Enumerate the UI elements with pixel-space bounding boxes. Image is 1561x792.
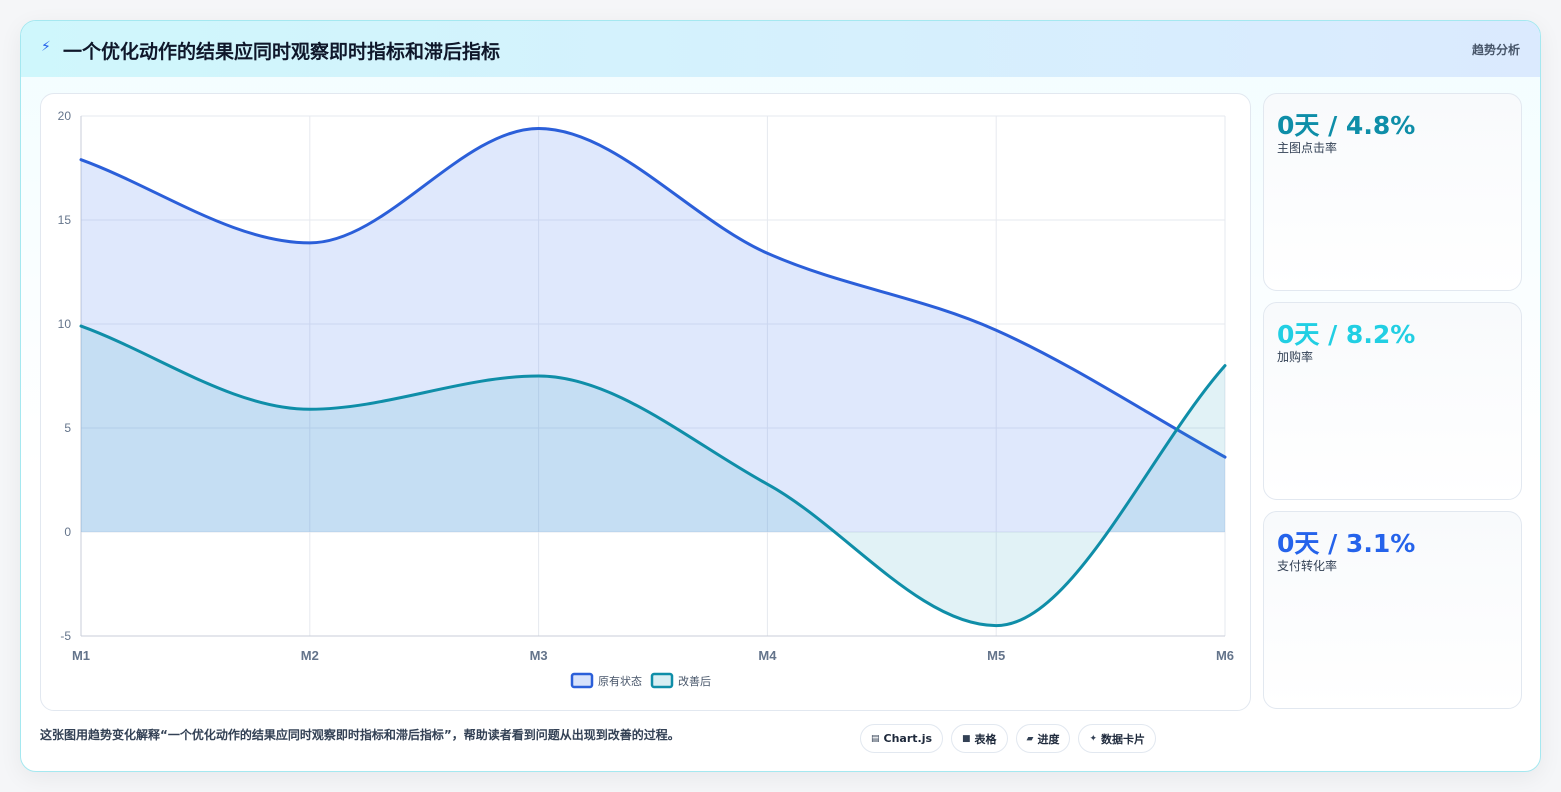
legend-item[interactable]: 改善后 bbox=[650, 672, 711, 689]
pill-label: 表格 bbox=[974, 732, 997, 746]
kpi-card-click-rate: 0天 / 4.8% 主图点击率 bbox=[1263, 93, 1522, 291]
series-area-2 bbox=[81, 326, 1225, 626]
chart-caption: 这张图用趋势变化解释“一个优化动作的结果应同时观察即时指标和滞后指标”，帮助读者… bbox=[40, 728, 680, 742]
series-line-1 bbox=[79, 126, 1227, 459]
x-tick-label: M5 bbox=[987, 648, 1005, 663]
y-tick-label: 15 bbox=[58, 213, 72, 227]
chart-legend: 原有状态 改善后 bbox=[570, 672, 711, 689]
legend-item[interactable]: 原有状态 bbox=[570, 672, 642, 689]
pill-table[interactable]: ■ 表格 bbox=[951, 724, 1008, 753]
table-icon: ■ bbox=[962, 733, 971, 744]
series-line-2 bbox=[79, 324, 1227, 628]
line-chart-panel: 20 15 10 5 0 -5 M1 M2 M3 M4 M5 M6 原有状态 改善后 bbox=[40, 93, 1251, 711]
feature-pills: ▤ Chart.js ■ 表格 ▰ 进度 ✦ 数据卡片 bbox=[860, 724, 1157, 753]
bolt-icon: ⚡ bbox=[41, 39, 51, 55]
series-area-1 bbox=[81, 128, 1225, 533]
line-chart: 20 15 10 5 0 -5M1 M2 M3 M4 M5 M6 原有状态 改善后 bbox=[58, 109, 1234, 689]
card-title: 一个优化动作的结果应同时观察即时指标和滞后指标 bbox=[63, 41, 501, 63]
x-tick-label: M2 bbox=[301, 648, 319, 663]
chart-card: ⚡ 一个优化动作的结果应同时观察即时指标和滞后指标 趋势分析 20 15 10 5 0 -… bbox=[20, 20, 1541, 772]
progress-icon: ▰ bbox=[1026, 733, 1034, 744]
analysis-tag: 趋势分析 bbox=[1471, 43, 1520, 57]
pill-label: 数据卡片 bbox=[1101, 732, 1146, 746]
y-tick-label: 10 bbox=[58, 317, 72, 331]
kpi-card-conversion: 0天 / 3.1% 支付转化率 bbox=[1263, 511, 1522, 709]
kpi-card-add-to-cart: 0天 / 8.2% 加购率 bbox=[1263, 302, 1522, 500]
x-tick-label: M6 bbox=[1216, 648, 1234, 663]
y-tick-label: -5 bbox=[60, 629, 71, 643]
chart-icon: ▤ bbox=[871, 733, 880, 744]
y-tick-label: 0 bbox=[64, 525, 71, 539]
kpi-value: 0天 / 4.8% bbox=[1277, 111, 1416, 140]
kpi-value: 0天 / 8.2% bbox=[1277, 320, 1416, 349]
legend-swatch bbox=[650, 672, 674, 689]
y-tick-label: 5 bbox=[64, 421, 71, 435]
legend-label: 原有状态 bbox=[598, 674, 642, 688]
kpi-label: 主图点击率 bbox=[1277, 141, 1338, 155]
pill-chartjs[interactable]: ▤ Chart.js bbox=[860, 724, 944, 753]
x-tick-label: M3 bbox=[530, 648, 548, 663]
card-header: ⚡ 一个优化动作的结果应同时观察即时指标和滞后指标 趋势分析 bbox=[21, 21, 1540, 77]
legend-label: 改善后 bbox=[678, 674, 711, 688]
kpi-value: 0天 / 3.1% bbox=[1277, 529, 1416, 558]
pill-label: Chart.js bbox=[883, 732, 933, 745]
y-tick-label: 20 bbox=[58, 109, 72, 123]
x-tick-label: M1 bbox=[72, 648, 90, 663]
kpi-label: 支付转化率 bbox=[1277, 559, 1338, 573]
pill-data-card[interactable]: ✦ 数据卡片 bbox=[1078, 724, 1157, 753]
sparkle-icon: ✦ bbox=[1089, 733, 1098, 744]
x-tick-label: M4 bbox=[758, 648, 777, 663]
kpi-label: 加购率 bbox=[1277, 350, 1314, 364]
pill-progress[interactable]: ▰ 进度 bbox=[1015, 724, 1071, 753]
legend-swatch bbox=[570, 672, 594, 689]
pill-label: 进度 bbox=[1037, 732, 1060, 746]
